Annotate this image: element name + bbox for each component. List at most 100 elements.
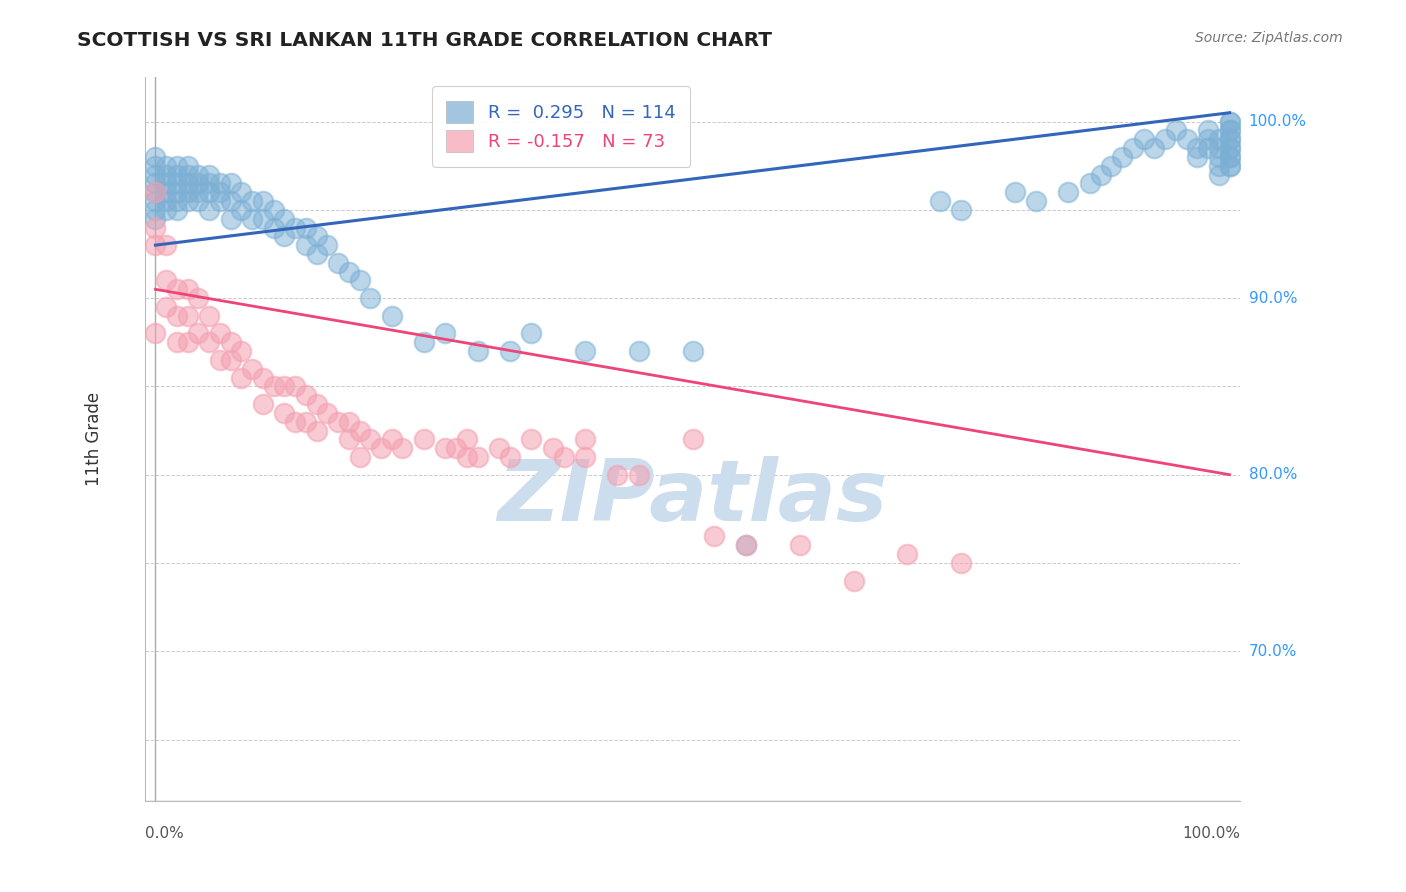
Point	[896, 547, 918, 561]
Point	[295, 238, 318, 252]
Point	[1208, 150, 1230, 164]
Point	[1025, 194, 1047, 208]
Point	[198, 185, 221, 199]
Point	[145, 326, 167, 341]
Point	[842, 574, 865, 588]
Point	[208, 326, 231, 341]
Point	[273, 379, 295, 393]
Point	[553, 450, 575, 464]
Point	[1219, 150, 1241, 164]
Point	[682, 344, 704, 359]
Point	[349, 424, 371, 438]
Point	[950, 202, 973, 217]
Point	[606, 467, 628, 482]
Point	[499, 344, 522, 359]
Point	[166, 159, 188, 173]
Point	[682, 433, 704, 447]
Text: SCOTTISH VS SRI LANKAN 11TH GRADE CORRELATION CHART: SCOTTISH VS SRI LANKAN 11TH GRADE CORREL…	[77, 31, 772, 50]
Point	[208, 194, 231, 208]
Point	[145, 238, 167, 252]
Point	[520, 326, 543, 341]
Point	[349, 273, 371, 287]
Point	[574, 433, 596, 447]
Point	[305, 397, 328, 411]
Point	[145, 194, 167, 208]
Point	[370, 441, 392, 455]
Point	[252, 194, 274, 208]
Point	[1143, 141, 1166, 155]
Point	[1219, 123, 1241, 137]
Point	[263, 202, 285, 217]
Text: 11th Grade: 11th Grade	[86, 392, 103, 486]
Point	[305, 247, 328, 261]
Text: 100.0%: 100.0%	[1249, 114, 1306, 129]
Point	[240, 194, 263, 208]
Point	[1197, 123, 1219, 137]
Point	[273, 406, 295, 420]
Point	[1208, 132, 1230, 146]
Point	[219, 335, 242, 350]
Point	[252, 211, 274, 226]
Point	[155, 185, 177, 199]
Point	[240, 361, 263, 376]
Point	[198, 202, 221, 217]
Text: 90.0%: 90.0%	[1249, 291, 1298, 306]
Point	[735, 538, 758, 552]
Point	[176, 168, 198, 182]
Point	[166, 194, 188, 208]
Point	[467, 450, 489, 464]
Point	[166, 168, 188, 182]
Point	[198, 309, 221, 323]
Point	[198, 168, 221, 182]
Point	[1154, 132, 1177, 146]
Point	[145, 211, 167, 226]
Point	[155, 202, 177, 217]
Point	[145, 150, 167, 164]
Point	[219, 211, 242, 226]
Point	[349, 450, 371, 464]
Point	[231, 370, 253, 384]
Text: 80.0%: 80.0%	[1249, 467, 1296, 483]
Point	[413, 433, 436, 447]
Point	[166, 202, 188, 217]
Point	[316, 406, 339, 420]
Point	[219, 177, 242, 191]
Point	[208, 177, 231, 191]
Point	[359, 291, 381, 305]
Point	[381, 309, 404, 323]
Point	[1078, 177, 1101, 191]
Point	[1219, 132, 1241, 146]
Point	[155, 177, 177, 191]
Point	[1090, 168, 1112, 182]
Point	[145, 177, 167, 191]
Point	[176, 282, 198, 296]
Point	[326, 415, 349, 429]
Point	[703, 529, 725, 543]
Point	[187, 168, 209, 182]
Point	[627, 344, 650, 359]
Text: ZIPatlas: ZIPatlas	[498, 456, 887, 539]
Point	[1208, 159, 1230, 173]
Point	[381, 433, 404, 447]
Point	[444, 441, 467, 455]
Point	[434, 326, 457, 341]
Point	[166, 335, 188, 350]
Point	[789, 538, 811, 552]
Point	[166, 309, 188, 323]
Point	[735, 538, 758, 552]
Point	[1099, 159, 1122, 173]
Point	[337, 265, 360, 279]
Point	[252, 397, 274, 411]
Point	[1132, 132, 1154, 146]
Point	[208, 185, 231, 199]
Point	[1164, 123, 1187, 137]
Point	[456, 433, 478, 447]
Point	[391, 441, 413, 455]
Point	[208, 353, 231, 368]
Point	[219, 194, 242, 208]
Point	[187, 185, 209, 199]
Point	[1122, 141, 1144, 155]
Point	[541, 441, 564, 455]
Point	[263, 379, 285, 393]
Point	[1219, 123, 1241, 137]
